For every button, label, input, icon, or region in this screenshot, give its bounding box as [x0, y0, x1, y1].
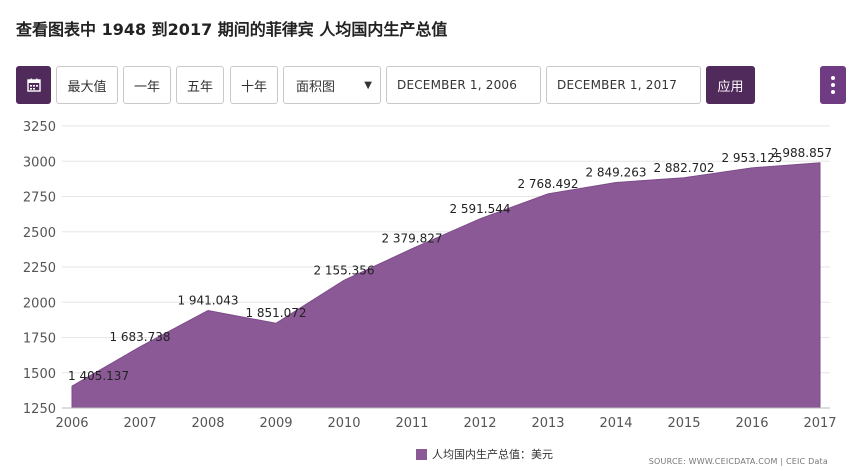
chart-type-value: 面积图: [296, 79, 336, 95]
legend-swatch: [416, 448, 427, 460]
x-tick-label: 2016: [735, 416, 768, 431]
dropdown-caret-icon: ▼: [364, 80, 372, 91]
x-tick-label: 2012: [463, 416, 496, 431]
data-label: 1 683.738: [109, 330, 170, 344]
calendar-icon: [26, 78, 41, 92]
more-options-button[interactable]: [820, 66, 846, 104]
end-date-input[interactable]: DECEMBER 1, 2017: [546, 66, 701, 104]
x-tick-label: 2010: [327, 416, 360, 431]
y-tick-label: 1750: [23, 332, 56, 347]
y-tick-label: 2750: [23, 191, 56, 206]
x-tick-label: 2013: [531, 416, 564, 431]
x-tick-label: 2009: [259, 416, 292, 431]
x-tick-label: 2008: [191, 416, 224, 431]
range-one-year-button[interactable]: 一年: [123, 66, 171, 104]
data-label: 1 405.137: [68, 369, 129, 383]
data-label: 1 851.072: [245, 306, 306, 320]
range-ten-year-button[interactable]: 十年: [230, 66, 278, 104]
x-tick-label: 2011: [395, 416, 428, 431]
y-tick-label: 2000: [23, 296, 56, 311]
data-label: 2 849.263: [585, 166, 646, 180]
x-tick-label: 2006: [55, 416, 88, 431]
chart-type-select[interactable]: 面积图 ▼: [283, 66, 381, 104]
more-vertical-icon: [831, 76, 835, 80]
y-tick-label: 2250: [23, 261, 56, 276]
area-chart: 1250 1500 1750 2000 2250 2500 2750 3000 3250 200…: [23, 120, 837, 431]
x-tick-label: 2014: [599, 416, 632, 431]
x-axis-tick-labels: 2006 2007 2008 2009 2010 2011 2012 2013 2014 2015…: [55, 416, 836, 431]
y-tick-label: 1500: [23, 367, 56, 382]
data-label: 2 379.827: [381, 232, 442, 246]
apply-button[interactable]: 应用: [706, 66, 755, 104]
x-tick-label: 2017: [803, 416, 836, 431]
y-axis-tick-labels: 1250 1500 1750 2000 2250 2500 2750 3000 3250: [23, 120, 56, 417]
data-label: 2 953.125: [721, 151, 782, 165]
y-tick-label: 2500: [23, 226, 56, 241]
toolbar: 最大值 一年 五年 十年 面积图 ▼ DECEMBER 1, 2006 DECE…: [16, 66, 846, 106]
data-area: [71, 162, 821, 409]
range-max-button[interactable]: 最大值: [56, 66, 118, 104]
x-tick-label: 2015: [667, 416, 700, 431]
page-title: 查看图表中 1948 到2017 期间的菲律宾 人均国内生产总值: [16, 20, 448, 39]
x-tick-label: 2007: [123, 416, 156, 431]
data-label: 2 155.356: [313, 263, 374, 277]
data-label: 2 882.702: [653, 161, 714, 175]
y-tick-label: 3250: [23, 120, 56, 135]
data-label: 2 988.857: [771, 146, 832, 160]
data-label: 2 591.544: [449, 202, 510, 216]
y-tick-label: 3000: [23, 155, 56, 170]
range-five-year-button[interactable]: 五年: [176, 66, 224, 104]
data-label: 1 941.043: [177, 294, 238, 308]
calendar-button[interactable]: [16, 66, 51, 104]
start-date-input[interactable]: DECEMBER 1, 2006: [386, 66, 541, 104]
legend-label: 人均国内生产总值：美元: [432, 448, 553, 461]
source-note: SOURCE: WWW.CEICDATA.COM | CEIC Data: [648, 457, 828, 466]
legend[interactable]: 人均国内生产总值：美元: [416, 446, 553, 462]
y-tick-label: 1250: [23, 402, 56, 417]
data-label: 2 768.492: [517, 177, 578, 191]
data-labels: 1 405.137 1 683.738 1 941.043 1 851.072 2 15…: [68, 146, 832, 383]
